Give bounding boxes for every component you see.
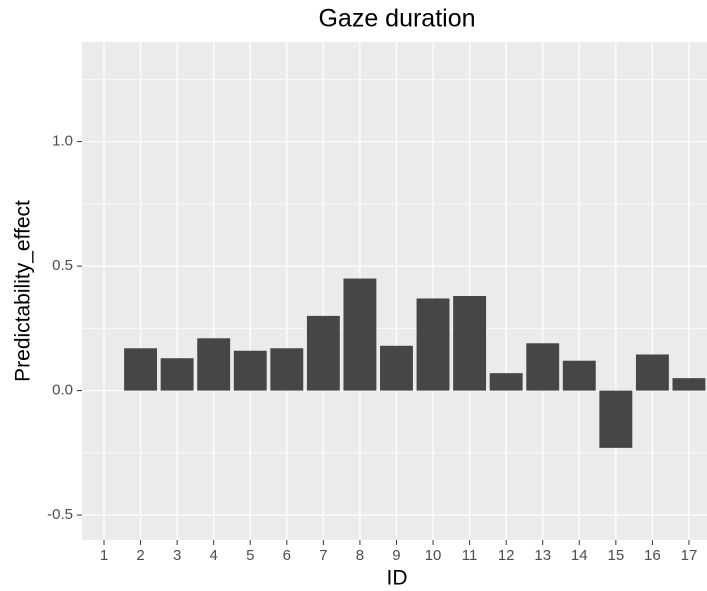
bar <box>270 348 304 391</box>
bar <box>453 295 487 391</box>
x-tick-label: 6 <box>283 547 291 564</box>
bar <box>124 348 158 391</box>
y-tick-label: -0.5 <box>47 506 73 523</box>
bar <box>562 360 596 391</box>
x-tick-label: 3 <box>173 547 181 564</box>
bar <box>635 354 669 391</box>
bar <box>672 378 706 391</box>
x-tick-label: 14 <box>571 547 588 564</box>
x-tick-label: 2 <box>136 547 144 564</box>
bar <box>599 390 633 448</box>
x-tick-label: 8 <box>356 547 364 564</box>
bar <box>489 373 523 391</box>
bar <box>526 343 560 391</box>
x-tick-label: 7 <box>319 547 327 564</box>
x-tick-label: 4 <box>210 547 218 564</box>
x-tick-label: 13 <box>534 547 551 564</box>
x-tick-label: 12 <box>498 547 515 564</box>
y-tick-label: 0.0 <box>52 382 73 399</box>
bar <box>380 345 413 391</box>
panel <box>82 42 707 540</box>
x-tick-label: 17 <box>681 547 698 564</box>
x-tick-label: 1 <box>100 547 108 564</box>
x-tick-label: 15 <box>607 547 624 564</box>
y-tick-label: 1.0 <box>52 133 73 150</box>
x-tick-label: 10 <box>425 547 442 564</box>
bar <box>343 278 377 391</box>
bar <box>197 338 231 391</box>
x-tick-label: 5 <box>246 547 254 564</box>
x-axis-title: ID <box>387 567 408 590</box>
bar <box>306 315 340 391</box>
bar <box>160 358 194 391</box>
x-tick-label: 16 <box>644 547 661 564</box>
chart-title: Gaze duration <box>318 5 475 33</box>
y-tick-label: 0.5 <box>52 257 73 274</box>
y-axis-title: Predictability_effect <box>12 200 35 382</box>
bar <box>233 350 267 391</box>
x-tick-label: 11 <box>462 547 478 564</box>
bar <box>416 298 450 391</box>
x-tick-label: 9 <box>392 547 400 564</box>
